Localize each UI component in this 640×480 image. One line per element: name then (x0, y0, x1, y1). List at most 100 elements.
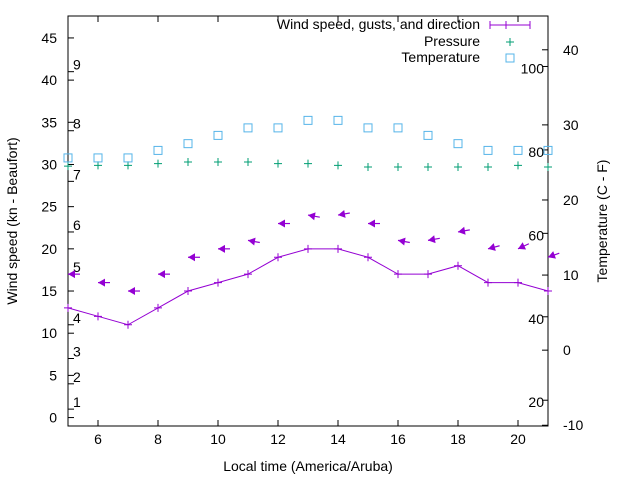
wind-speed-point (94, 312, 102, 321)
pressure-point (274, 159, 282, 168)
beaufort-label: 4 (73, 310, 81, 326)
fahrenheit-label: 80 (528, 144, 544, 160)
pressure-point (124, 161, 132, 170)
wind-speed-point (184, 287, 192, 296)
y-tick-label: 5 (49, 367, 57, 383)
fahrenheit-label: 60 (528, 227, 544, 243)
y-tick-label: 10 (41, 325, 57, 341)
temperature-point (63, 153, 73, 163)
legend-mark-wind (489, 21, 531, 29)
gust-arrow-head (428, 235, 436, 244)
x-tick-label: 10 (210, 431, 226, 447)
x-tick-label: 16 (390, 431, 406, 447)
temperature-point (153, 145, 163, 155)
gust-direction-arrow (337, 209, 350, 218)
gust-arrow-head (338, 209, 346, 218)
temperature-point (303, 115, 313, 125)
y-tick-label: 25 (41, 199, 57, 215)
gust-direction-arrow (68, 270, 80, 279)
temperature-point (273, 123, 283, 133)
wind-speed-point (454, 261, 462, 270)
gust-arrow-head (218, 244, 225, 253)
plot-frame (67, 15, 549, 427)
gust-arrow-head (278, 219, 285, 228)
beaufort-label: 5 (73, 259, 81, 275)
y2-axis-label: Temperature (C - F) (594, 160, 610, 283)
temperature-point (333, 115, 343, 125)
fahrenheit-label: 40 (528, 311, 544, 327)
gust-direction-arrow (218, 244, 230, 253)
gust-arrow-head (128, 287, 135, 296)
gust-arrow-head (308, 212, 316, 221)
wind-speed-point (514, 278, 522, 287)
wind-speed-point (274, 253, 282, 262)
wind-speed-point (424, 270, 432, 279)
wind-speed-point (394, 270, 402, 279)
gust-arrow-head (488, 243, 496, 251)
y-tick-label: 0 (49, 410, 57, 426)
legend-label-pressure: Pressure (424, 33, 480, 49)
pressure-point (154, 159, 162, 168)
beaufort-label: 3 (73, 344, 81, 360)
gust-direction-arrow (457, 226, 470, 235)
gust-direction-arrow (517, 242, 530, 250)
temperature-point (423, 130, 433, 140)
x-tick-label: 8 (154, 431, 162, 447)
legend-mark-temperature (505, 53, 515, 63)
temperature-point (393, 123, 403, 133)
temperature-point (543, 145, 553, 155)
temperature-point (243, 123, 253, 133)
legend: Wind speed, gusts, and direction Pressur… (277, 16, 531, 65)
beaufort-label: 7 (73, 166, 81, 182)
wind-speed-point (304, 244, 312, 253)
temperature-point (183, 139, 193, 149)
gust-direction-arrow (278, 219, 290, 228)
pressure-point (214, 157, 222, 166)
gust-arrow-head (548, 251, 556, 259)
y2-tick-label: 30 (563, 117, 579, 133)
wind-speed-point (334, 244, 342, 253)
wind-speed-point (214, 278, 222, 287)
temperature-point (483, 145, 493, 155)
x-tick-label: 6 (94, 431, 102, 447)
y-tick-label: 45 (41, 30, 57, 46)
gust-direction-arrow (397, 237, 410, 246)
gust-arrow-head (518, 242, 527, 250)
y2-tick-label: 10 (563, 267, 579, 283)
pressure-point (394, 163, 402, 172)
pressure-point (364, 163, 372, 172)
wind-speed-point (364, 253, 372, 262)
pressure-point (514, 161, 522, 170)
x-tick-label: 20 (510, 431, 526, 447)
temperature-point (363, 123, 373, 133)
gust-direction-arrow (188, 253, 200, 262)
wind-speed-point (544, 287, 552, 296)
gust-direction-arrow (368, 219, 380, 228)
legend-label-temperature: Temperature (401, 49, 480, 65)
x-tick-label: 12 (270, 431, 286, 447)
gust-arrow-head (248, 237, 256, 246)
pressure-point (94, 161, 102, 170)
y2-tick-label: -10 (563, 417, 583, 433)
beaufort-label: 8 (73, 116, 81, 132)
x-tick-label: 14 (330, 431, 346, 447)
wind-speed-point (484, 278, 492, 287)
wind-speed-point (244, 270, 252, 279)
gust-arrow-head (98, 278, 105, 287)
pressure-point (304, 159, 312, 168)
gust-arrow-head (158, 270, 165, 279)
beaufort-label: 2 (73, 369, 81, 385)
wind-speed-point (124, 320, 132, 329)
y-tick-label: 40 (41, 72, 57, 88)
fahrenheit-label: 100 (521, 60, 545, 76)
temperature-point (513, 145, 523, 155)
y-tick-label: 35 (41, 114, 57, 130)
temperature-point (213, 130, 223, 140)
gust-direction-arrow (307, 212, 320, 221)
y-tick-label: 30 (41, 156, 57, 172)
gust-direction-arrow (487, 243, 500, 251)
y2-tick-label: 40 (563, 42, 579, 58)
legend-mark-pressure (506, 38, 514, 46)
y-axis-label: Wind speed (kn - Beaufort) (4, 137, 20, 304)
